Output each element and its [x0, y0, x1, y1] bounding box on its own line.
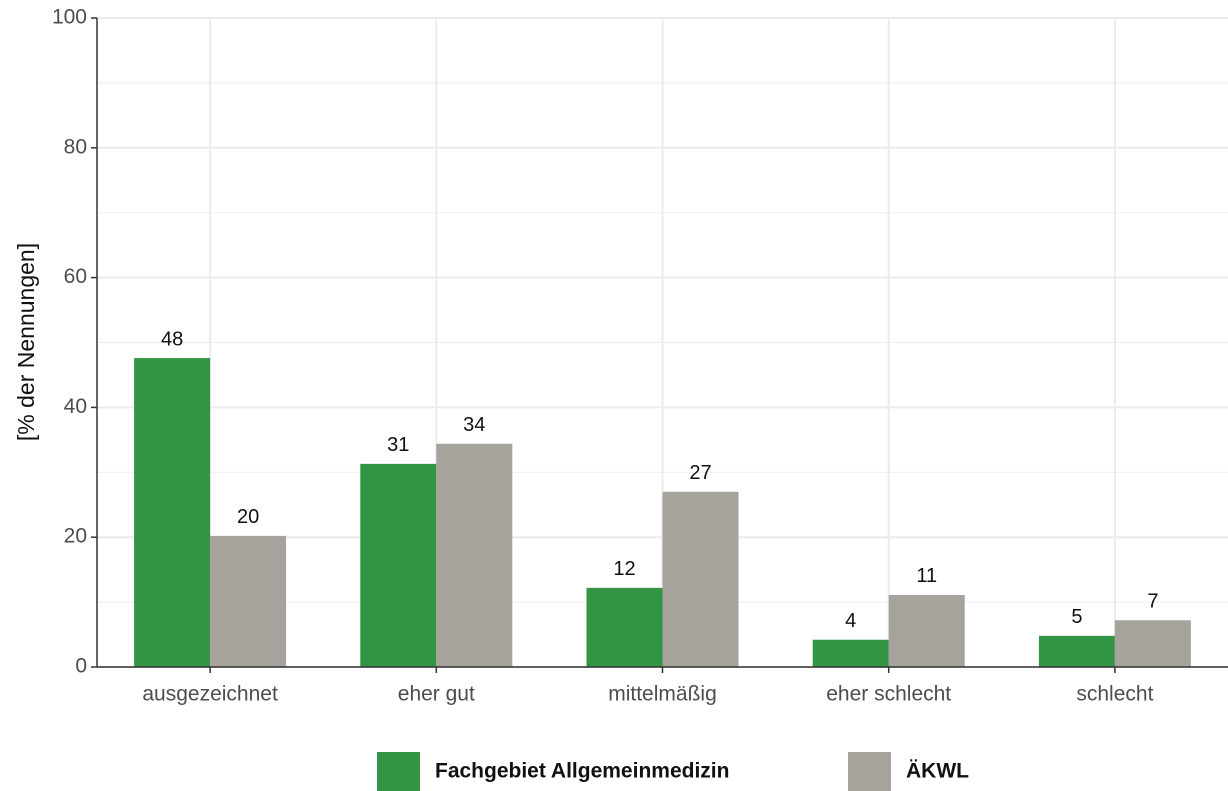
x-tick-label: mittelmäßig — [608, 683, 717, 706]
bar — [210, 535, 287, 667]
y-tick-label: 0 — [75, 655, 87, 678]
y-tick-label: 40 — [64, 395, 87, 418]
legend-label: Fachgebiet Allgemeinmedizin — [435, 760, 729, 783]
y-tick-label: 100 — [52, 6, 87, 29]
y-tick-label: 20 — [64, 525, 87, 548]
value-label: 11 — [916, 565, 937, 587]
value-label: 27 — [689, 462, 711, 484]
bar — [436, 443, 513, 667]
legend-swatch — [377, 752, 420, 791]
x-tick-label: schlecht — [1076, 683, 1153, 706]
y-tick-label: 80 — [64, 135, 87, 158]
bar — [812, 639, 889, 667]
bar — [888, 594, 965, 667]
bar — [586, 587, 663, 667]
legend-swatch — [848, 752, 891, 791]
x-tick-label: eher gut — [398, 683, 475, 706]
bar — [1114, 620, 1191, 667]
value-label: 31 — [387, 434, 409, 456]
value-label: 7 — [1147, 591, 1158, 613]
x-tick-label: eher schlecht — [826, 683, 951, 706]
bar — [662, 491, 739, 667]
bar — [134, 358, 211, 667]
x-tick-label: ausgezeichnet — [142, 683, 278, 706]
value-label: 48 — [161, 328, 183, 350]
value-label: 5 — [1071, 606, 1082, 628]
bar — [360, 463, 437, 667]
y-tick-label: 60 — [64, 265, 87, 288]
y-axis-label: [% der Nennungen] — [13, 243, 39, 441]
legend-label: ÄKWL — [906, 760, 969, 783]
value-label: 4 — [845, 610, 856, 632]
value-label: 12 — [613, 558, 635, 580]
value-label: 34 — [463, 414, 485, 436]
bar — [1038, 635, 1115, 667]
value-label: 20 — [237, 506, 259, 528]
